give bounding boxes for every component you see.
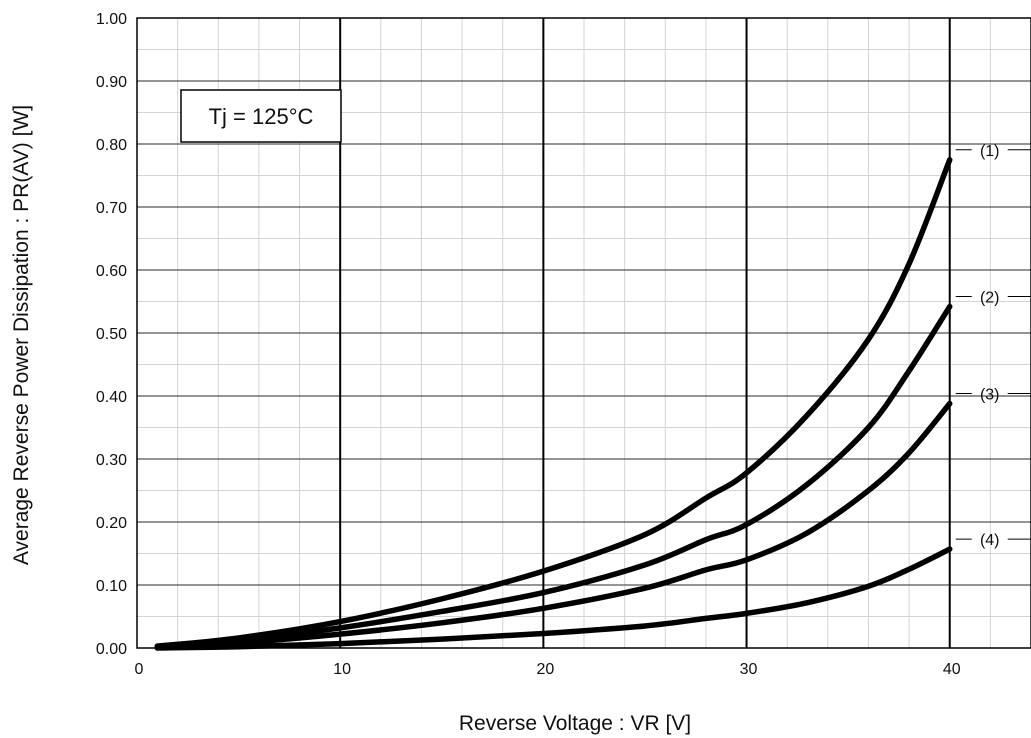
- y-tick-label: 0.40: [96, 389, 127, 406]
- curve-label: (1): [980, 143, 1000, 160]
- y-tick-label: 0.70: [96, 200, 127, 217]
- x-tick-label: 0: [135, 661, 144, 678]
- curve-label: (2): [980, 290, 1000, 307]
- y-tick-label: 0.90: [96, 74, 127, 91]
- y-tick-label: 0.00: [96, 641, 127, 658]
- x-tick-label: 30: [740, 661, 758, 678]
- curve-label: (3): [980, 387, 1000, 404]
- y-tick-label: 0.80: [96, 137, 127, 154]
- y-tick-label: 1.00: [96, 11, 127, 28]
- y-tick-label: 0.50: [96, 326, 127, 343]
- major-grid: [137, 18, 1031, 648]
- y-tick-labels: 0.00 0.10 0.20 0.30 0.40 0.50 0.60 0.70 0.80 0.90…: [96, 11, 127, 658]
- y-tick-label: 0.20: [96, 515, 127, 532]
- series-curves: [154, 157, 953, 651]
- x-tick-labels: 0 10 20 30 40: [135, 661, 961, 678]
- curve-label: (4): [980, 532, 1000, 549]
- temperature-annotation: Tj = 125°C: [180, 89, 342, 143]
- series-line: [154, 546, 953, 651]
- series-line: [154, 400, 953, 651]
- curve-labels: (1) (2) (3) (4): [980, 143, 1000, 549]
- y-tick-label: 0.60: [96, 263, 127, 280]
- curve-label-leaders: [955, 149, 1031, 540]
- plot-frame: [136, 17, 1031, 649]
- y-axis-title: Average Reverse Power Dissipation : PR(A…: [10, 105, 33, 565]
- annotation-box: [180, 89, 342, 143]
- x-axis-title: Reverse Voltage : VR [V]: [459, 712, 691, 735]
- x-tick-label: 40: [943, 661, 961, 678]
- y-tick-label: 0.30: [96, 452, 127, 469]
- y-tick-label: 0.10: [96, 578, 127, 595]
- x-tick-label: 20: [536, 661, 554, 678]
- series-line: [154, 157, 953, 649]
- x-tick-label: 10: [333, 661, 351, 678]
- series-line: [154, 303, 953, 650]
- annotation-text: Tj = 125°C: [209, 104, 314, 129]
